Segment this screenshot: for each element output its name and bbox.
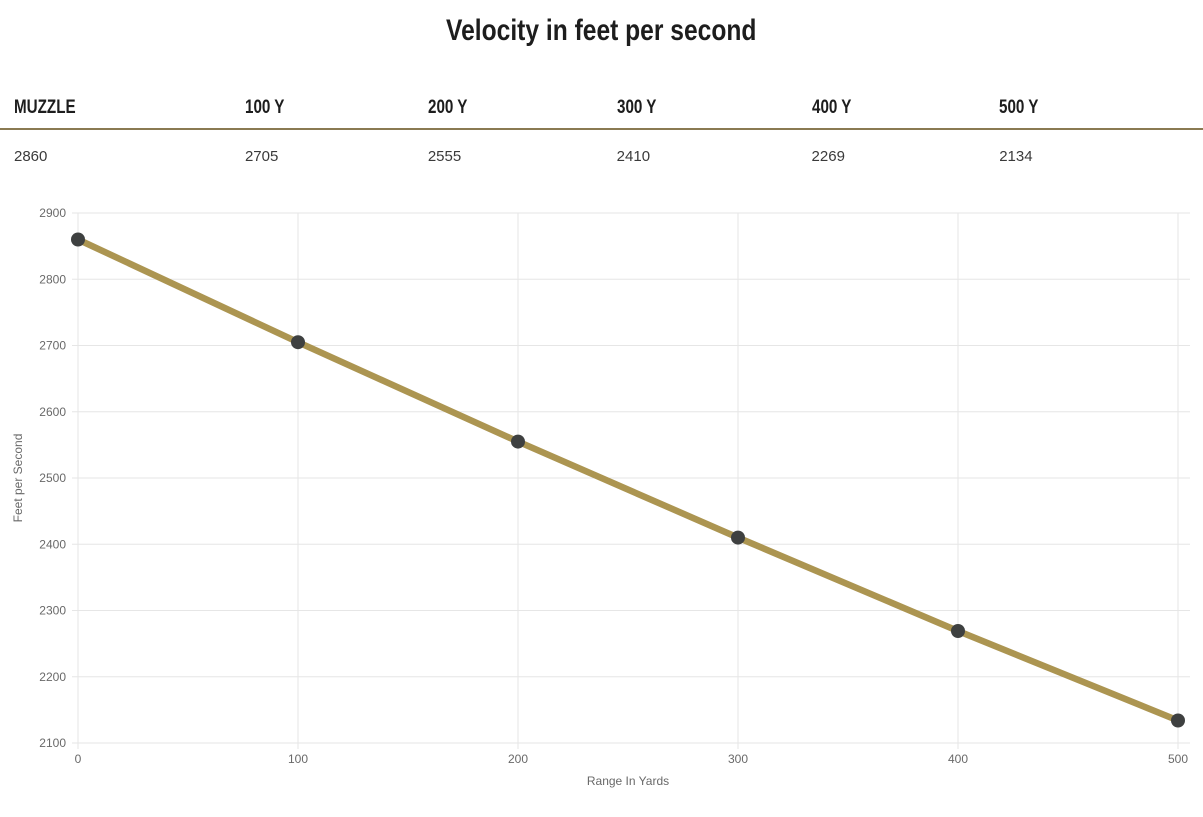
x-tick-label: 0 [75,752,82,766]
table-value-row: 2860 2705 2555 2410 2269 2134 [0,130,1203,168]
table-header-label: 300 Y [616,97,657,118]
table-value-300y: 2410 [616,148,651,165]
x-tick-label: 400 [948,752,968,766]
table-value-muzzle: 2860 [14,148,48,165]
table-value-200y: 2555 [427,148,462,165]
data-point [731,530,745,545]
page-title: Velocity in feet per second [446,14,757,47]
y-tick-label: 2300 [39,604,66,618]
table-header-label: 400 Y [811,97,851,118]
data-point [291,335,305,350]
data-point [1171,713,1185,728]
table-value-500y: 2134 [999,148,1033,165]
table-divider [0,128,1203,130]
x-tick-label: 500 [1168,752,1188,766]
ballistics-table: MUZZLE 100 Y 200 Y 300 Y 400 Y 500 Y 286… [0,96,1203,168]
table-header-label: 500 Y [999,97,1039,118]
y-tick-label: 2900 [39,206,66,220]
velocity-chart: 2100 2200 2300 2400 2500 2600 2700 2800 2900 0 100… [0,198,1203,798]
velocity-line [74,236,1182,724]
table-header-100y: 100 Y [231,96,414,120]
y-tick-label: 2400 [39,537,66,551]
x-axis-title: Range In Yards [587,774,669,788]
y-axis-title: Feet per Second [11,434,25,523]
velocity-chart-svg: 2100 2200 2300 2400 2500 2600 2700 2800 2900 0 100… [11,206,1190,788]
y-tick-label: 2200 [39,670,66,684]
x-tick-label: 100 [288,752,308,766]
y-tick-label: 2500 [39,471,66,485]
table-header-label: MUZZLE [14,97,76,118]
table-header-row: MUZZLE 100 Y 200 Y 300 Y 400 Y 500 Y [0,96,1203,120]
table-value-400y: 2269 [811,148,845,165]
table-header-label: 200 Y [427,97,468,118]
table-header-300y: 300 Y [603,96,798,120]
y-tick-label: 2700 [39,339,66,353]
y-tick-label: 2800 [39,272,66,286]
table-header-200y: 200 Y [414,96,603,120]
table-header-muzzle: MUZZLE [0,96,231,120]
data-point [71,232,85,247]
y-tick-label: 2600 [39,405,66,419]
table-value-100y: 2705 [244,148,279,165]
data-point [511,434,525,449]
title-bar: Velocity in feet per second [0,0,1203,50]
table-header-500y: 500 Y [985,96,1203,120]
x-tick-label: 200 [508,752,528,766]
table-header-400y: 400 Y [798,96,986,120]
y-tick-label: 2100 [39,736,66,750]
table-header-label: 100 Y [244,97,285,118]
data-point [951,624,965,638]
x-tick-label: 300 [728,752,748,766]
